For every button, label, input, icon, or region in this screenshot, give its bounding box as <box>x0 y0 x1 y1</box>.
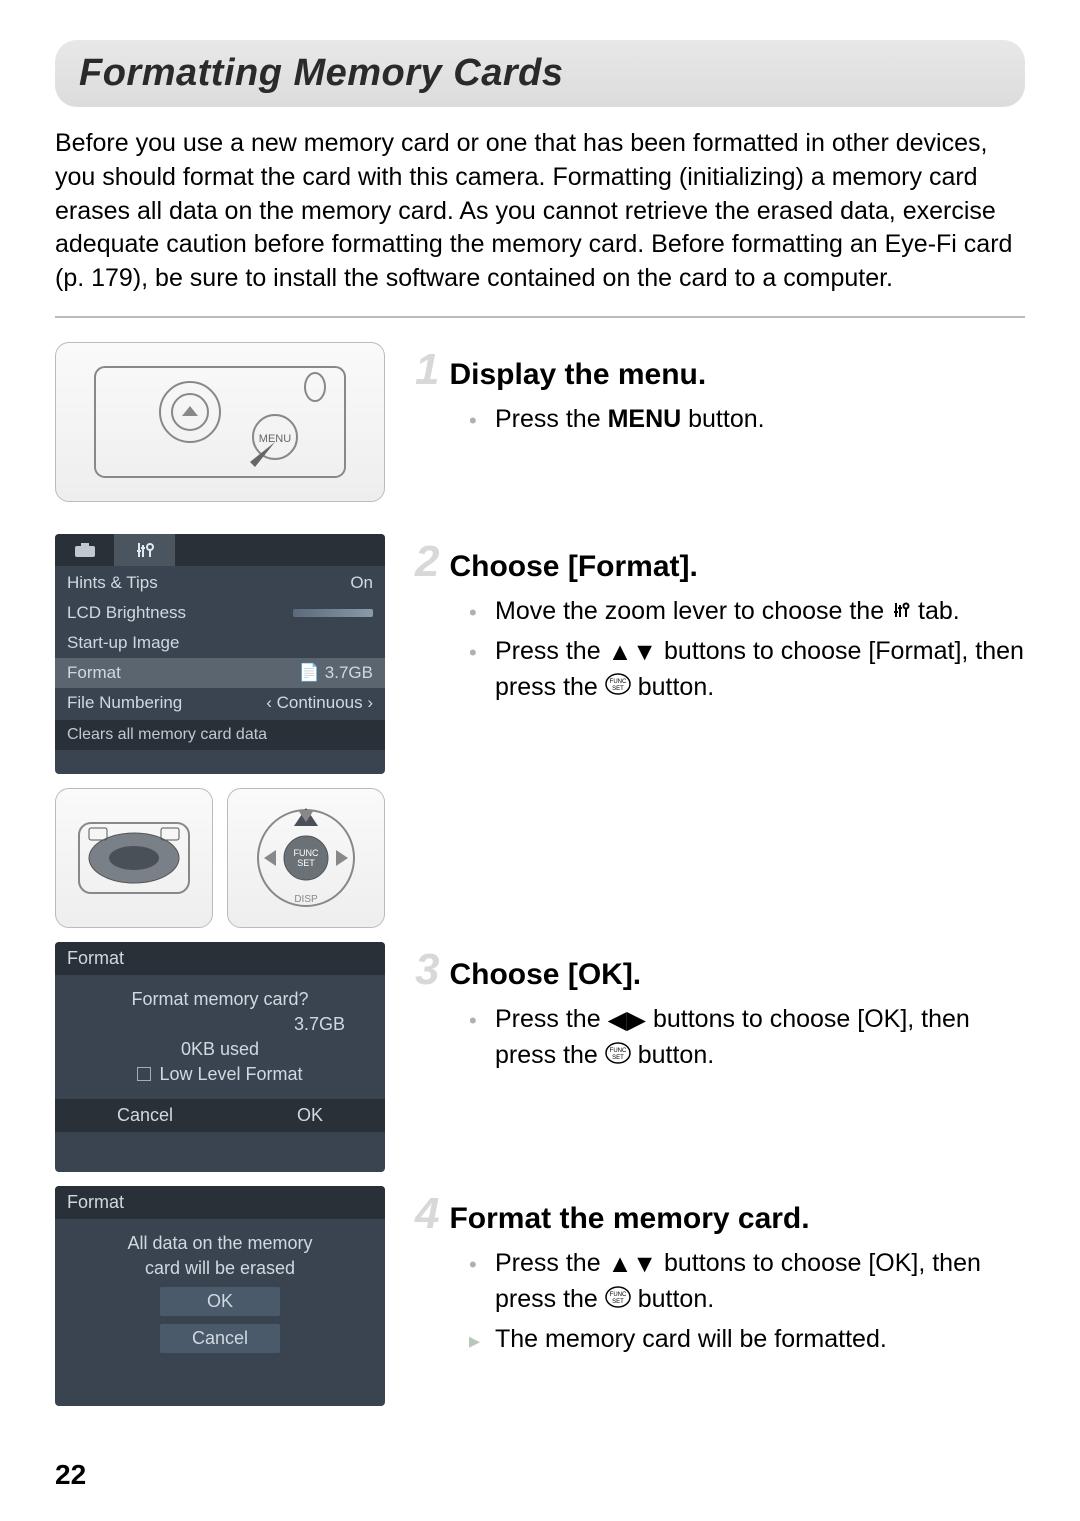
menu-rows: Hints & Tips On LCD Brightness Start-up … <box>55 566 385 720</box>
divider <box>55 316 1025 318</box>
svg-text:FUNC: FUNC <box>609 679 626 685</box>
funcset-icon: FUNCSET <box>605 1283 631 1318</box>
step-3-thumb-col: Format Format memory card? 3.7GB 0KB use… <box>55 942 385 1172</box>
svg-text:SET: SET <box>297 858 315 868</box>
step-1-row: MENU 1 Display the menu. Press the MENU … <box>55 342 1025 502</box>
step-3-text: 3 Choose [OK]. Press the ◀▶ buttons to c… <box>415 942 1025 1078</box>
svg-text:SET: SET <box>612 686 624 692</box>
menu-tab-tools-icon <box>115 534 175 566</box>
step-3-row: Format Format memory card? 3.7GB 0KB use… <box>55 942 1025 1172</box>
step-4-text: 4 Format the memory card. Press the ▲▼ b… <box>415 1186 1025 1361</box>
step-1-number: 1 <box>415 348 439 392</box>
step-2-thumb-col: Hints & Tips On LCD Brightness Start-up … <box>55 534 385 928</box>
confirm-cancel-label: Cancel <box>160 1324 280 1353</box>
title-banner: Formatting Memory Cards <box>55 40 1025 107</box>
confirm-dialog-body: All data on the memory card will be eras… <box>55 1219 385 1371</box>
step-2-bullet-2: Press the ▲▼ buttons to choose [Format],… <box>469 634 1025 706</box>
step-4-bullet-2: The memory card will be formatted. <box>469 1322 1025 1357</box>
up-down-arrows-icon: ▲▼ <box>608 635 658 670</box>
menu-tab-camera-icon <box>55 534 115 566</box>
step-2-row: Hints & Tips On LCD Brightness Start-up … <box>55 534 1025 928</box>
step-3-bullets: Press the ◀▶ buttons to choose [OK], the… <box>415 1002 1025 1074</box>
step-2-bullets: Move the zoom lever to choose the tab. P… <box>415 594 1025 706</box>
step-1-thumb-col: MENU <box>55 342 385 502</box>
step-3-heading: 3 Choose [OK]. <box>415 948 1025 992</box>
funcset-icon: FUNCSET <box>605 670 631 705</box>
step-3-bullet-1: Press the ◀▶ buttons to choose [OK], the… <box>469 1002 1025 1074</box>
svg-text:FUNC: FUNC <box>609 1048 626 1054</box>
step-4-thumb-col: Format All data on the memory card will … <box>55 1186 385 1406</box>
step-1-heading: 1 Display the menu. <box>415 348 1025 392</box>
step-4-title: Format the memory card. <box>449 1202 809 1236</box>
step-4-number: 4 <box>415 1192 439 1236</box>
step-1-text: 1 Display the menu. Press the MENU butto… <box>415 342 1025 441</box>
page-number: 22 <box>55 1459 86 1491</box>
menu-row-lcd: LCD Brightness <box>55 598 385 628</box>
step-2-bullet-1: Move the zoom lever to choose the tab. <box>469 594 1025 630</box>
page-title: Formatting Memory Cards <box>79 52 1001 95</box>
step-2-text: 2 Choose [Format]. Move the zoom lever t… <box>415 534 1025 710</box>
svg-text:FUNC: FUNC <box>294 848 319 858</box>
step-3-number: 3 <box>415 948 439 992</box>
format-dialog-screenshot: Format Format memory card? 3.7GB 0KB use… <box>55 942 385 1172</box>
svg-text:FUNC: FUNC <box>609 1292 626 1298</box>
confirm-dialog-title: Format <box>55 1186 385 1219</box>
step-3-title: Choose [OK]. <box>449 958 641 992</box>
step-1-bullet-1: Press the MENU button. <box>469 402 1025 437</box>
step-4-heading: 4 Format the memory card. <box>415 1192 1025 1236</box>
camera-illustration: MENU <box>55 342 385 502</box>
step-1-bullets: Press the MENU button. <box>415 402 1025 437</box>
menu-row-format: Format 📄 3.7GB <box>55 658 385 688</box>
zoom-lever-illustration <box>55 788 213 928</box>
format-cancel-label: Cancel <box>117 1105 173 1126</box>
svg-text:SET: SET <box>612 1055 624 1061</box>
menu-screenshot: Hints & Tips On LCD Brightness Start-up … <box>55 534 385 774</box>
format-dialog-title: Format <box>55 942 385 975</box>
up-down-arrows-icon: ▲▼ <box>608 1247 658 1282</box>
menu-row-startup: Start-up Image <box>55 628 385 658</box>
menu-row-filenumbering: File Numbering ‹ Continuous › <box>55 688 385 718</box>
steps-area: MENU 1 Display the menu. Press the MENU … <box>55 342 1025 1406</box>
tools-tab-icon <box>891 595 911 630</box>
step-2-heading: 2 Choose [Format]. <box>415 540 1025 584</box>
svg-text:DISP: DISP <box>294 894 318 905</box>
svg-text:SET: SET <box>612 1299 624 1305</box>
left-right-arrows-icon: ◀▶ <box>608 1003 646 1038</box>
menu-tabs <box>55 534 385 566</box>
format-dialog-buttons: Cancel OK <box>55 1099 385 1132</box>
step-2-title: Choose [Format]. <box>449 550 697 584</box>
confirm-ok-label: OK <box>160 1287 280 1316</box>
control-illustrations: FUNC SET DISP <box>55 788 385 928</box>
confirm-dialog-screenshot: Format All data on the memory card will … <box>55 1186 385 1406</box>
format-dialog-body: Format memory card? 3.7GB 0KB used Low L… <box>55 975 385 1099</box>
dpad-illustration: FUNC SET DISP <box>227 788 385 928</box>
camera-svg: MENU <box>90 362 350 482</box>
intro-text: Before you use a new memory card or one … <box>55 127 1025 296</box>
format-ok-label: OK <box>297 1105 323 1126</box>
step-2-number: 2 <box>415 540 439 584</box>
funcset-icon: FUNCSET <box>605 1039 631 1074</box>
menu-row-hints: Hints & Tips On <box>55 568 385 598</box>
menu-footer: Clears all memory card data <box>55 720 385 750</box>
svg-text:MENU: MENU <box>259 433 291 445</box>
step-4-row: Format All data on the memory card will … <box>55 1186 1025 1406</box>
step-4-bullets: Press the ▲▼ buttons to choose [OK], the… <box>415 1246 1025 1357</box>
step-1-title: Display the menu. <box>449 358 706 392</box>
step-4-bullet-1: Press the ▲▼ buttons to choose [OK], the… <box>469 1246 1025 1318</box>
